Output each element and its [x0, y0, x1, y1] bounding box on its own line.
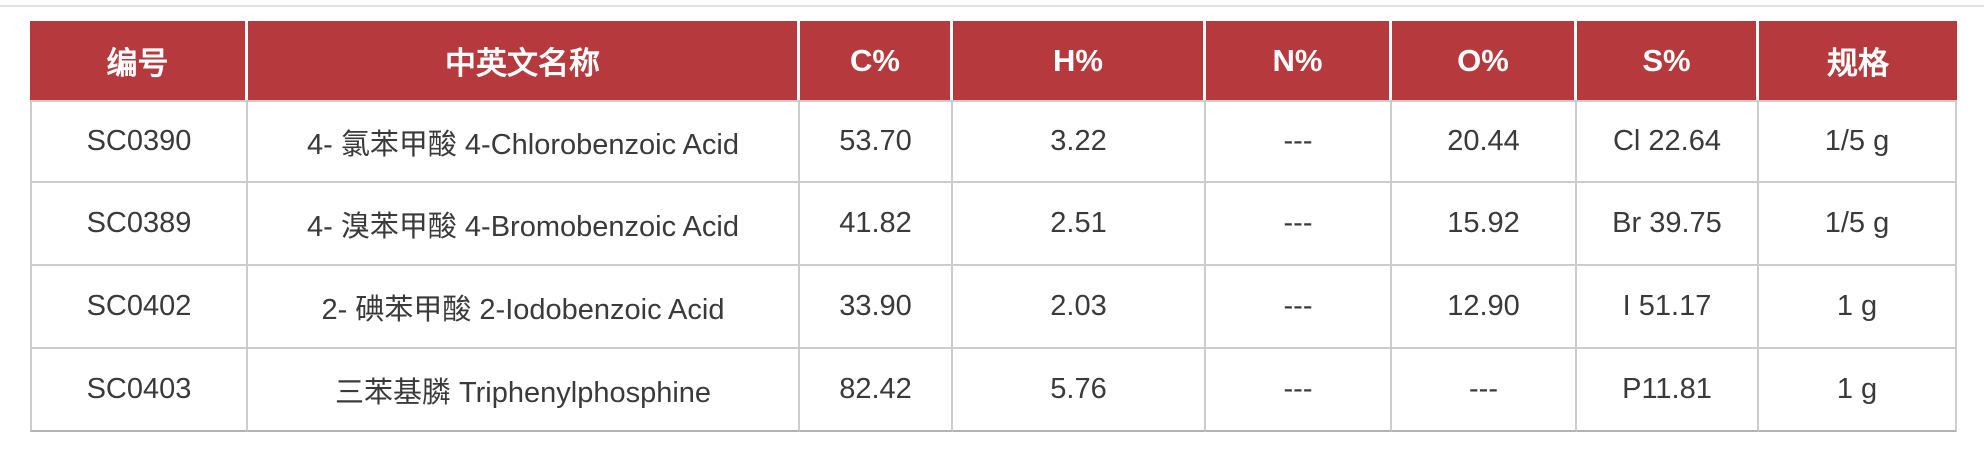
cell-name: 4- 氯苯甲酸 4-Chlorobenzoic Acid	[248, 100, 800, 183]
table-row: SC0390 4- 氯苯甲酸 4-Chlorobenzoic Acid 53.7…	[30, 100, 1957, 183]
cell-h-percent: 2.03	[953, 266, 1206, 349]
table-row: SC0402 2- 碘苯甲酸 2-Iodobenzoic Acid 33.90 …	[30, 266, 1957, 349]
cell-c-percent: 33.90	[800, 266, 953, 349]
cell-spec: 1 g	[1759, 349, 1957, 432]
cell-o-percent: 20.44	[1392, 100, 1577, 183]
cell-n-percent: ---	[1206, 100, 1392, 183]
table-row: SC0389 4- 溴苯甲酸 4-Bromobenzoic Acid 41.82…	[30, 183, 1957, 266]
cell-c-percent: 53.70	[800, 100, 953, 183]
cell-code: SC0403	[30, 349, 248, 432]
cell-h-percent: 5.76	[953, 349, 1206, 432]
cell-s-percent: I 51.17	[1577, 266, 1759, 349]
cell-spec: 1/5 g	[1759, 183, 1957, 266]
cell-c-percent: 41.82	[800, 183, 953, 266]
column-header-spec: 规格	[1759, 21, 1957, 100]
cell-spec: 1/5 g	[1759, 100, 1957, 183]
cell-name: 2- 碘苯甲酸 2-Iodobenzoic Acid	[248, 266, 800, 349]
cell-c-percent: 82.42	[800, 349, 953, 432]
cell-h-percent: 2.51	[953, 183, 1206, 266]
column-header-s-percent: S%	[1577, 21, 1759, 100]
cell-code: SC0389	[30, 183, 248, 266]
cell-name: 三苯基膦 Triphenylphosphine	[248, 349, 800, 432]
cell-o-percent: 15.92	[1392, 183, 1577, 266]
cell-code: SC0402	[30, 266, 248, 349]
cell-spec: 1 g	[1759, 266, 1957, 349]
cell-n-percent: ---	[1206, 349, 1392, 432]
table-header-row: 编号 中英文名称 C% H% N% O% S% 规格	[30, 21, 1957, 100]
cell-n-percent: ---	[1206, 183, 1392, 266]
cell-code: SC0390	[30, 100, 248, 183]
cell-s-percent: P11.81	[1577, 349, 1759, 432]
cell-n-percent: ---	[1206, 266, 1392, 349]
cell-o-percent: 12.90	[1392, 266, 1577, 349]
column-header-c-percent: C%	[800, 21, 953, 100]
column-header-n-percent: N%	[1206, 21, 1392, 100]
cell-name: 4- 溴苯甲酸 4-Bromobenzoic Acid	[248, 183, 800, 266]
cell-h-percent: 3.22	[953, 100, 1206, 183]
cell-s-percent: Br 39.75	[1577, 183, 1759, 266]
reagent-catalog-table: 编号 中英文名称 C% H% N% O% S% 规格 SC0390 4- 氯苯甲…	[30, 21, 1957, 432]
cell-o-percent: ---	[1392, 349, 1577, 432]
page-top-rule	[0, 5, 1984, 7]
table-row: SC0403 三苯基膦 Triphenylphosphine 82.42 5.7…	[30, 349, 1957, 432]
column-header-code: 编号	[30, 21, 248, 100]
column-header-o-percent: O%	[1392, 21, 1577, 100]
column-header-h-percent: H%	[953, 21, 1206, 100]
cell-s-percent: Cl 22.64	[1577, 100, 1759, 183]
column-header-name: 中英文名称	[248, 21, 800, 100]
